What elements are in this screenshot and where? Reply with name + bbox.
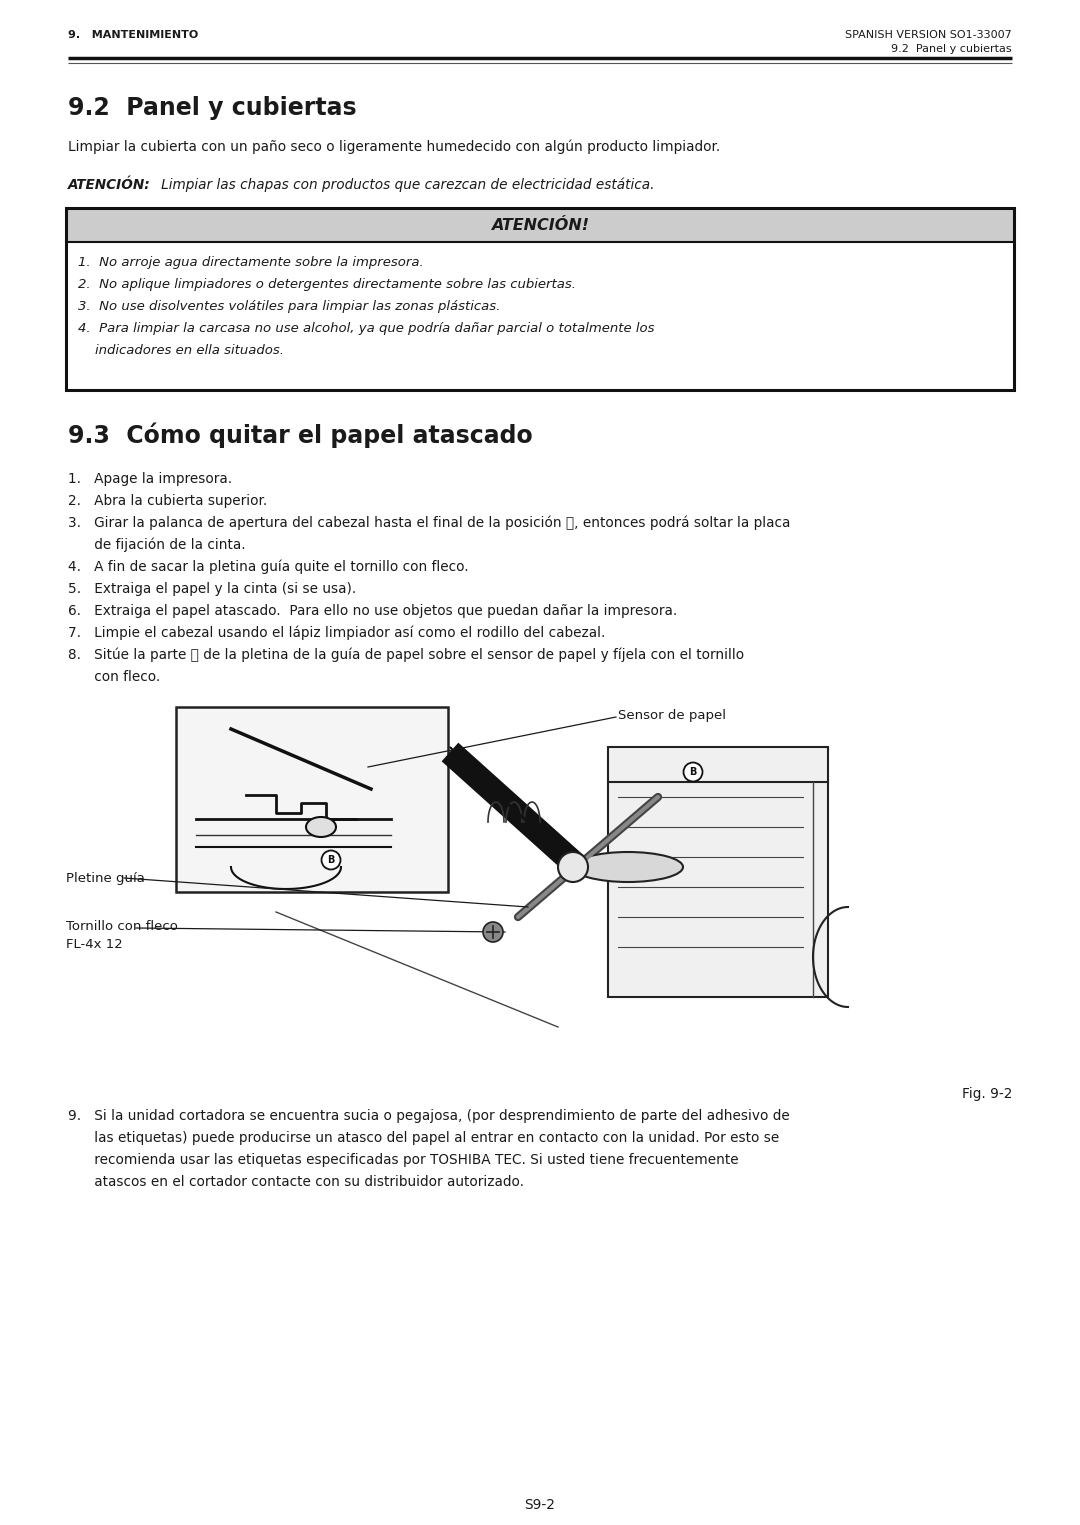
- Text: 6.   Extraiga el papel atascado.  Para ello no use objetos que puedan dañar la i: 6. Extraiga el papel atascado. Para ello…: [68, 604, 677, 618]
- Bar: [66, 207, 1014, 242]
- Text: indicadores en ella situados.: indicadores en ella situados.: [78, 345, 284, 357]
- Text: 1.  No arroje agua directamente sobre la impresora.: 1. No arroje agua directamente sobre la …: [78, 256, 423, 268]
- Text: las etiquetas) puede producirse un atasco del papel al entrar en contacto con la: las etiquetas) puede producirse un atasc…: [68, 1132, 780, 1145]
- Bar: [608, 747, 828, 997]
- Text: S9-2: S9-2: [525, 1498, 555, 1511]
- Ellipse shape: [306, 817, 336, 837]
- Ellipse shape: [573, 852, 683, 881]
- Text: 9.3  Cómo quitar el papel atascado: 9.3 Cómo quitar el papel atascado: [68, 422, 532, 447]
- Bar: [176, 708, 448, 892]
- Text: 9.   MANTENIMIENTO: 9. MANTENIMIENTO: [68, 30, 199, 40]
- Circle shape: [483, 923, 503, 942]
- Text: Limpiar la cubierta con un paño seco o ligeramente humedecido con algún producto: Limpiar la cubierta con un paño seco o l…: [68, 140, 720, 154]
- Text: Tornillo con fleco: Tornillo con fleco: [66, 920, 178, 933]
- Text: 5.   Extraiga el papel y la cinta (si se usa).: 5. Extraiga el papel y la cinta (si se u…: [68, 583, 356, 596]
- Text: 7.   Limpie el cabezal usando el lápiz limpiador así como el rodillo del cabezal: 7. Limpie el cabezal usando el lápiz lim…: [68, 625, 606, 640]
- Text: 8.   Sitúe la parte Ⓑ de la pletina de la guía de papel sobre el sensor de papel: 8. Sitúe la parte Ⓑ de la pletina de la …: [68, 648, 744, 662]
- Text: de fijación de la cinta.: de fijación de la cinta.: [68, 538, 245, 552]
- Text: recomienda usar las etiquetas especificadas por TOSHIBA TEC. Si usted tiene frec: recomienda usar las etiquetas especifica…: [68, 1153, 739, 1167]
- Text: 9.2  Panel y cubiertas: 9.2 Panel y cubiertas: [68, 96, 356, 120]
- Text: B: B: [689, 767, 697, 778]
- Polygon shape: [450, 747, 586, 875]
- Text: Pletine guía: Pletine guía: [66, 872, 145, 884]
- Circle shape: [322, 851, 340, 869]
- Text: 9.2  Panel y cubiertas: 9.2 Panel y cubiertas: [891, 44, 1012, 53]
- Text: Fig. 9-2: Fig. 9-2: [961, 1087, 1012, 1101]
- Text: 3.   Girar la palanca de apertura del cabezal hasta el final de la posición ⓒ, e: 3. Girar la palanca de apertura del cabe…: [68, 515, 791, 531]
- Text: ATENCIÓN!: ATENCIÓN!: [491, 218, 589, 232]
- Text: ATENCIÓN:: ATENCIÓN:: [68, 178, 151, 192]
- Text: 2.  No aplique limpiadores o detergentes directamente sobre las cubiertas.: 2. No aplique limpiadores o detergentes …: [78, 278, 576, 291]
- Text: 4.  Para limpiar la carcasa no use alcohol, ya que podría dañar parcial o totalm: 4. Para limpiar la carcasa no use alcoho…: [78, 322, 654, 336]
- Text: 9.   Si la unidad cortadora se encuentra sucia o pegajosa, (por desprendimiento : 9. Si la unidad cortadora se encuentra s…: [68, 1109, 789, 1122]
- Text: 4.   A fin de sacar la pletina guía quite el tornillo con fleco.: 4. A fin de sacar la pletina guía quite …: [68, 560, 469, 575]
- Text: FL-4x 12: FL-4x 12: [66, 938, 123, 952]
- Text: Limpiar las chapas con productos que carezcan de electricidad estática.: Limpiar las chapas con productos que car…: [148, 178, 654, 192]
- Text: Sensor de papel: Sensor de papel: [618, 709, 726, 721]
- Text: SPANISH VERSION SO1-33007: SPANISH VERSION SO1-33007: [846, 30, 1012, 40]
- Text: 1.   Apage la impresora.: 1. Apage la impresora.: [68, 473, 232, 486]
- Text: atascos en el cortador contacte con su distribuidor autorizado.: atascos en el cortador contacte con su d…: [68, 1174, 524, 1190]
- Text: 3.  No use disolventes volátiles para limpiar las zonas plásticas.: 3. No use disolventes volátiles para lim…: [78, 300, 500, 313]
- Circle shape: [684, 762, 702, 781]
- Text: 2.   Abra la cubierta superior.: 2. Abra la cubierta superior.: [68, 494, 267, 508]
- Text: con fleco.: con fleco.: [68, 669, 160, 685]
- Text: B: B: [327, 856, 335, 865]
- Circle shape: [558, 852, 588, 881]
- Bar: [66, 207, 1014, 390]
